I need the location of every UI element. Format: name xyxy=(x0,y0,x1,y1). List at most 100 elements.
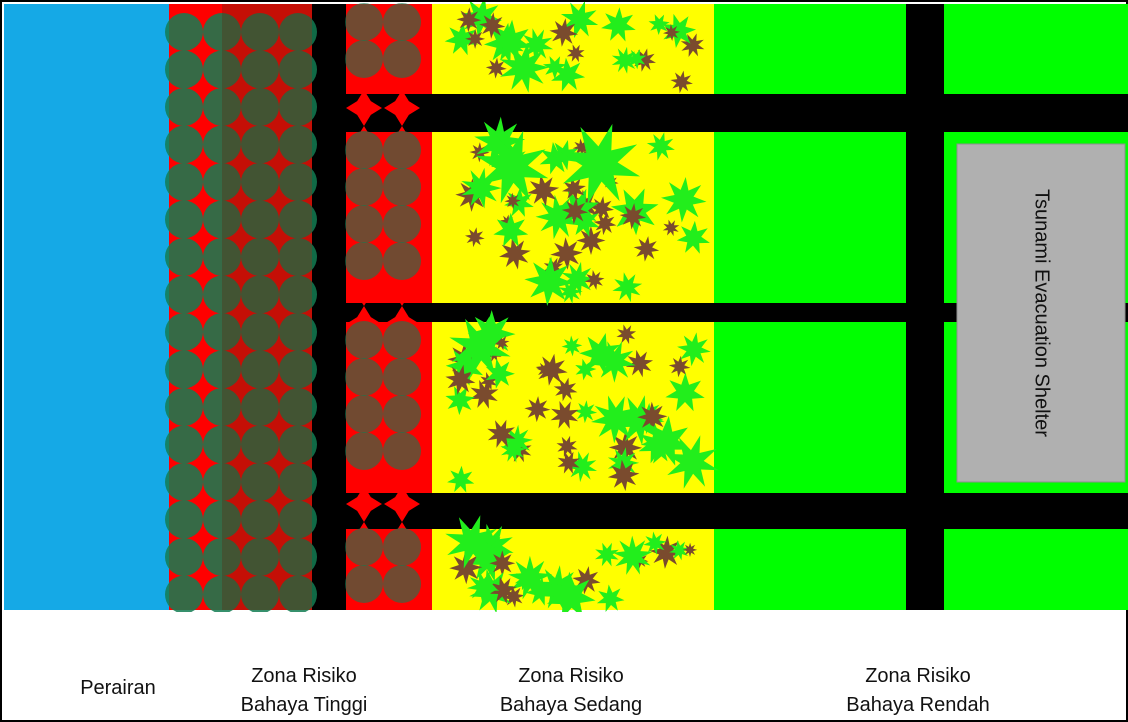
mangrove-tree-icon xyxy=(165,125,203,164)
mangrove-tree-icon xyxy=(279,163,317,201)
mangrove-tree-icon xyxy=(345,565,383,603)
label-perairan: Perairan xyxy=(68,674,168,703)
mangrove-layer xyxy=(165,3,421,612)
mangrove-tree-icon xyxy=(165,50,203,89)
mangrove-tree-icon xyxy=(203,575,241,612)
mangrove-tree-icon xyxy=(345,205,383,243)
mangrove-tree-icon xyxy=(203,463,241,501)
green-star-tree-icon xyxy=(665,435,719,489)
green-star-tree-icon xyxy=(612,272,643,303)
green-star-tree-icon xyxy=(646,132,675,161)
brown-star-tree-icon xyxy=(527,174,560,207)
mangrove-tree-icon xyxy=(165,463,203,501)
mangrove-tree-icon xyxy=(345,358,383,396)
risk-sparkle xyxy=(260,558,296,594)
green-star-tree-icon xyxy=(677,332,711,367)
green-star-tree-icon xyxy=(508,555,553,600)
brown-star-tree-icon xyxy=(562,176,586,201)
mangrove-tree-icon xyxy=(345,528,383,566)
mangrove-tree-icon xyxy=(203,238,241,276)
brown-star-tree-icon xyxy=(556,435,578,457)
green-star-tree-icon xyxy=(475,130,549,204)
brown-star-tree-icon xyxy=(619,203,647,230)
risk-sparkle xyxy=(346,270,382,306)
risk-sparkle xyxy=(222,486,258,522)
mangrove-tree-icon xyxy=(241,575,279,612)
green-star-tree-icon xyxy=(464,534,512,582)
brown-star-tree-icon xyxy=(607,459,640,492)
green-star-tree-icon xyxy=(558,279,583,304)
mangrove-tree-icon xyxy=(279,275,317,314)
brown-star-tree-icon xyxy=(593,212,617,236)
brown-star-tree-icon xyxy=(561,198,589,225)
brown-star-tree-icon xyxy=(572,566,601,595)
green-star-tree-icon xyxy=(601,7,636,42)
mangrove-tree-icon xyxy=(203,125,241,164)
mangrove-tree-icon xyxy=(165,163,203,201)
mangrove-tree-icon xyxy=(203,313,241,351)
mangrove-tree-icon xyxy=(279,575,317,612)
green-star-tree-icon xyxy=(607,447,640,479)
label-zona-rendah: Zona Risiko Bahaya Rendah xyxy=(828,662,1008,720)
mangrove-tree-icon xyxy=(383,242,421,280)
risk-sparkle xyxy=(260,450,296,486)
mangrove-tree-icon xyxy=(241,275,279,314)
green-star-tree-icon xyxy=(504,187,534,217)
green-star-tree-icon xyxy=(445,386,475,416)
evacuation-shelter xyxy=(956,143,1126,483)
brown-star-tree-icon xyxy=(670,70,693,94)
mangrove-tree-icon xyxy=(279,13,317,51)
brown-star-tree-icon xyxy=(489,550,516,577)
mangrove-tree-icon xyxy=(241,313,279,351)
mangrove-tree-icon xyxy=(383,205,421,243)
green-star-tree-icon xyxy=(591,395,640,444)
brown-star-tree-icon xyxy=(489,576,517,604)
brown-star-tree-icon xyxy=(616,324,637,345)
mangrove-tree-icon xyxy=(165,538,203,576)
mangrove-tree-icon xyxy=(383,432,421,470)
mangrove-tree-icon xyxy=(165,425,203,464)
mangrove-tree-icon xyxy=(383,168,421,206)
green-star-tree-icon xyxy=(561,261,596,296)
risk-sparkle xyxy=(260,270,296,306)
green-star-tree-icon xyxy=(489,19,532,62)
mangrove-tree-icon xyxy=(241,388,279,426)
green-star-tree-icon xyxy=(500,424,533,457)
green-star-tree-icon xyxy=(449,316,511,378)
brown-star-tree-icon xyxy=(485,57,507,79)
mangrove-tree-icon xyxy=(203,388,241,426)
green-star-tree-icon xyxy=(444,22,478,56)
risk-sparkle xyxy=(346,90,382,126)
mangrove-tree-icon xyxy=(203,538,241,576)
green-star-tree-icon xyxy=(535,194,580,240)
risk-sparkle xyxy=(222,306,258,342)
mangrove-tree-icon xyxy=(165,388,203,426)
mangrove-tree-icon xyxy=(279,238,317,276)
green-star-tree-icon xyxy=(559,123,641,205)
green-star-tree-icon xyxy=(467,570,500,603)
mangrove-tree-icon xyxy=(383,3,421,41)
risk-sparkle xyxy=(260,378,296,414)
brown-star-tree-icon xyxy=(499,237,531,270)
risk-sparkle xyxy=(260,522,296,558)
label-zona-rendah-line1: Zona Risiko xyxy=(865,665,971,687)
brown-star-tree-icon xyxy=(493,334,510,351)
trees-layer xyxy=(444,2,719,612)
road-horizontal-3 xyxy=(312,493,1128,529)
mangrove-shade xyxy=(222,4,312,610)
green-star-tree-icon xyxy=(447,465,475,493)
mangrove-tree-icon xyxy=(345,40,383,78)
brown-star-tree-icon xyxy=(469,379,499,409)
mangrove-tree-icon xyxy=(345,168,383,206)
brown-star-tree-icon xyxy=(535,353,568,386)
label-zona-sedang: Zona Risiko Bahaya Sedang xyxy=(486,662,656,720)
green-star-tree-icon xyxy=(493,212,529,247)
mangrove-tree-icon xyxy=(345,321,383,359)
mangrove-tree-icon xyxy=(241,88,279,126)
mangrove-tree-icon xyxy=(279,313,317,351)
mangrove-tree-icon xyxy=(241,200,279,239)
mangrove-tree-icon xyxy=(345,242,383,280)
mangrove-tree-icon xyxy=(203,350,241,389)
green-star-tree-icon xyxy=(596,584,625,612)
green-star-tree-icon xyxy=(640,416,691,466)
